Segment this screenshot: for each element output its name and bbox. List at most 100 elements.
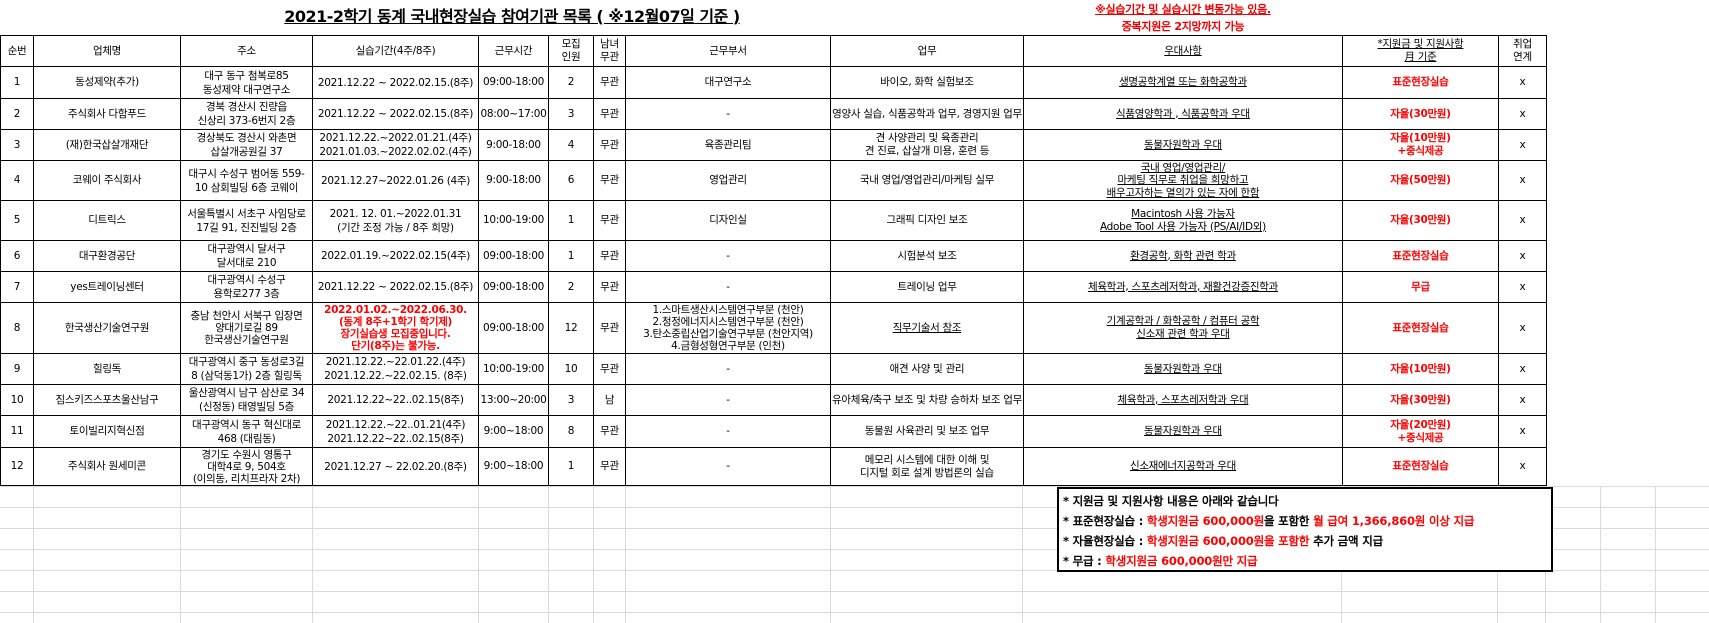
gender-text: 무관	[600, 425, 619, 437]
work-text: 그래픽 디자인 보조	[886, 214, 968, 226]
grid-line	[1022, 486, 1023, 623]
note-red1: 학생지원금 600,000원만 지급	[1105, 554, 1258, 568]
cell-support: 표준현장실습	[1341, 447, 1499, 486]
addr-text: (이의동, 리치프라자 2차)	[192, 472, 301, 485]
cell-emp: x	[1497, 160, 1547, 201]
dept-text: -	[726, 393, 730, 406]
count-text: 1	[567, 249, 575, 262]
period-text: 2021.12.22.~22.02.15. (8주)	[324, 370, 467, 382]
hours-text: 09:00-18:00	[482, 76, 544, 88]
dept-text: -	[726, 107, 730, 120]
cell-name: 동성제약(추가)	[33, 66, 181, 99]
period-text: 2021.01.03.~2022.02.02.(4주)	[319, 146, 472, 158]
cell-support: 자율(30만원)	[1341, 384, 1499, 416]
cell-period: 2021.12.22 ~ 2022.02.15.(8주)	[312, 66, 479, 99]
emp-text: x	[1519, 76, 1526, 88]
addr-text: 충남 천안시 서북구 입장면	[190, 310, 303, 322]
table-row: 9 힐링독 대구광역시 중구 동성로3길 8 (삼덕동1가) 2층 힐링독 2021.1…	[0, 353, 1547, 385]
hours-text: 08:00~17:00	[480, 107, 547, 120]
emp-text: x	[1519, 425, 1526, 437]
cell-dept: 디자인실	[625, 200, 831, 241]
table-row: 4 코웨이 주식회사 대구시 수성구 범어동 559- 10 삼회빌딩 6층 코웨이 2…	[0, 160, 1547, 201]
addr-text: 신상리 373-6번지 2층	[197, 115, 296, 127]
column-header: 취업 연계	[1497, 35, 1547, 67]
pref-text: Adobe Tool 사용 가능자 (PS/AI/ID외)	[1099, 220, 1266, 233]
cell-hours: 09:00-18:00	[478, 302, 549, 354]
grid-line	[312, 486, 313, 623]
hours-text: 09:00-18:00	[482, 321, 544, 334]
support-text: 표준현장실습	[1392, 321, 1449, 334]
cell-addr: 대구시 수성구 범어동 559- 10 삼회빌딩 6층 코웨이	[180, 160, 313, 201]
no-text: 11	[10, 425, 24, 437]
hours-text: 9:00-18:00	[486, 138, 541, 151]
cell-work: 동물원 사육관리 및 보조 업무	[830, 415, 1024, 448]
header-label: 月 기준	[1404, 51, 1437, 63]
count-text: 1	[567, 214, 575, 226]
addr-text: 대구광역시 수성구	[207, 274, 286, 286]
gender-text: 무관	[600, 249, 619, 262]
dept-text: -	[726, 362, 730, 375]
hours-text: 09:00-18:00	[482, 249, 544, 262]
addr-text: 경기도 수원시 영통구	[201, 448, 292, 461]
header-label: 업체명	[92, 44, 122, 57]
support-text: +중식제공	[1397, 145, 1444, 157]
notice-cell: ※실습기간 및 실습시간 변동가능 있음. 중복지원은 2지망까지 가능	[1023, 0, 1343, 36]
hours-text: 9:00-18:00	[486, 174, 541, 186]
cell-support: 무급	[1341, 271, 1499, 303]
header-row: 순번 업체명 주소 실습기간(4주/8주) 근무시간 모집 인원 남녀 무관 근무부서 업무 우대사항…	[0, 35, 1547, 67]
header-label: 무관	[600, 51, 619, 63]
dept-text: 1.스마트생산시스템연구부문 (천안)	[652, 304, 804, 316]
period-text: 2021.12.22 ~ 2022.02.15.(8주)	[317, 281, 474, 293]
cell-period: 2021.12.27~2022.01.26 (4주)	[312, 160, 479, 201]
empty-cell	[1498, 0, 1547, 36]
no-text: 4	[13, 174, 21, 186]
cell-pref: 식품영양학과 , 식품공학과 우대	[1022, 98, 1343, 130]
name-text: (재)한국삽살개재단	[65, 138, 149, 151]
gender-text: 무관	[600, 362, 619, 375]
cell-emp: x	[1497, 384, 1547, 416]
cell-support: 표준현장실습	[1341, 66, 1499, 99]
cell-no: 6	[0, 240, 34, 272]
cell-no: 7	[0, 271, 34, 303]
count-text: 1	[567, 460, 575, 472]
gender-text: 무관	[600, 107, 619, 120]
pref-text: 동물자원학과 우대	[1143, 425, 1222, 437]
emp-text: x	[1519, 393, 1526, 406]
cell-no: 4	[0, 160, 34, 201]
cell-count: 2	[548, 66, 594, 99]
name-text: 한국생산기술연구원	[64, 321, 150, 334]
pref-text: 기계공학과 / 화학공학 / 컴퓨터 공학	[1106, 315, 1260, 327]
gender-text: 무관	[600, 460, 619, 472]
column-header: 주소	[180, 35, 313, 67]
table-row: 5 디트릭스 서울특별시 서초구 사임당로 17길 91, 진진빌딩 2층 2021. …	[0, 200, 1547, 241]
cell-support: 표준현장실습	[1341, 302, 1499, 354]
support-text: 자율(20만원)	[1390, 418, 1451, 431]
header-label: 업무	[917, 44, 937, 57]
column-header: 순번	[0, 35, 34, 67]
header-label: 순번	[7, 44, 27, 57]
cell-dept: 대구연구소	[625, 66, 831, 99]
period-text: 2021.12.22.~22.01.22.(4주)	[325, 356, 466, 368]
no-text: 10	[10, 393, 24, 406]
gender-text: 무관	[600, 138, 619, 151]
cell-emp: x	[1497, 200, 1547, 241]
period-text: 2021.12.22.~2022.01.21.(4주)	[319, 132, 472, 144]
period-text: (기간 조정 가능 / 8주 희망)	[337, 221, 454, 234]
work-text: 메모리 시스템에 대한 이해 및	[864, 453, 990, 466]
cell-gender: 무관	[593, 240, 626, 272]
count-text: 8	[567, 425, 575, 437]
period-text: 장기실습생 모집중입니다.	[340, 328, 451, 340]
work-text: 견 사양관리 및 육종관리	[875, 132, 979, 144]
cell-gender: 무관	[593, 447, 626, 486]
cell-dept: -	[625, 240, 831, 272]
count-text: 3	[567, 393, 575, 406]
name-text: 동성제약(추가)	[75, 76, 139, 88]
cell-hours: 9:00-18:00	[478, 129, 549, 161]
title-row: 2021-2학기 동계 국내현장실습 참여기관 목록 ( ※12월07일 기준 …	[0, 0, 1547, 36]
cell-addr: 서울특별시 서초구 사임당로 17길 91, 진진빌딩 2층	[180, 200, 313, 241]
period-text: 2021.12.22 ~ 2022.02.15.(8주)	[317, 76, 474, 89]
emp-text: x	[1519, 321, 1526, 334]
grid-line	[593, 486, 594, 623]
addr-text: 양대기로길 89	[215, 322, 278, 334]
gender-text: 무관	[600, 321, 619, 334]
